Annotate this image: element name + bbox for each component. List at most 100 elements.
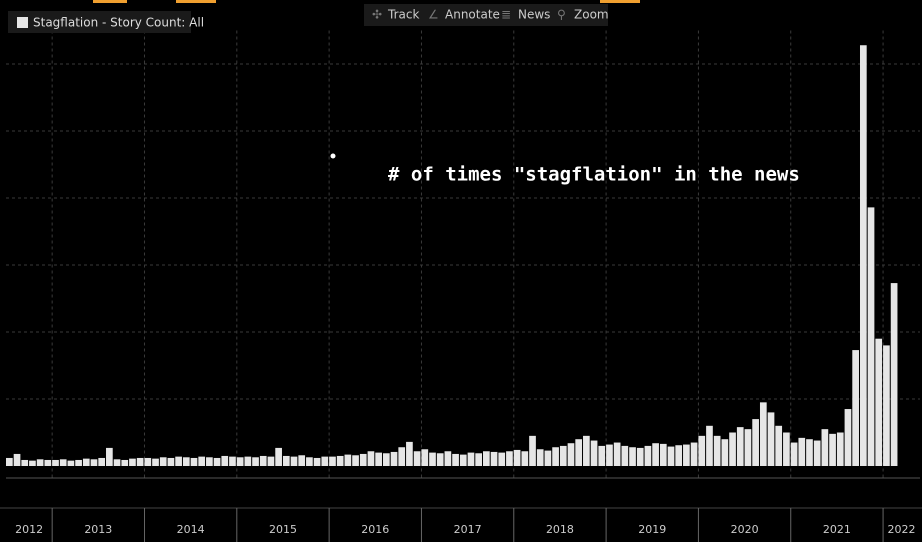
bar	[567, 443, 575, 466]
bar	[306, 457, 313, 466]
accent	[600, 0, 640, 3]
bar	[544, 450, 552, 466]
bar	[713, 435, 721, 466]
bar	[783, 432, 790, 466]
x-tick-label: 2014	[177, 523, 205, 536]
bar	[575, 439, 583, 466]
bar	[6, 457, 13, 466]
bar	[483, 451, 490, 466]
bar	[736, 427, 744, 466]
bar	[382, 453, 390, 466]
marker-dot	[330, 153, 336, 159]
bar	[275, 447, 282, 466]
bar	[352, 455, 359, 466]
accent	[176, 0, 216, 3]
bar	[890, 283, 898, 466]
bar	[159, 457, 167, 466]
bar	[690, 442, 698, 466]
bar	[429, 452, 436, 466]
bar	[767, 412, 775, 466]
bar	[82, 458, 90, 466]
bar	[829, 433, 836, 466]
bar	[475, 453, 483, 466]
bar	[467, 452, 475, 466]
bar	[52, 459, 59, 466]
bar	[629, 447, 636, 466]
bar	[129, 458, 136, 466]
toolbar-button[interactable]: News	[518, 8, 550, 22]
toolbar-button[interactable]: Track	[387, 8, 419, 22]
toolbar-button[interactable]: Zoom	[574, 8, 609, 22]
bar	[421, 449, 429, 466]
toolbar	[364, 4, 608, 26]
bar	[290, 456, 298, 466]
icon: ✣	[372, 8, 382, 22]
bar	[790, 442, 798, 466]
bar	[321, 456, 329, 466]
bar	[559, 445, 567, 466]
x-tick-label: 2017	[454, 523, 482, 536]
bar	[236, 457, 244, 466]
bar	[529, 435, 536, 466]
x-tick-label: 2016	[361, 523, 389, 536]
bar	[867, 207, 875, 466]
bar	[13, 453, 21, 466]
bar	[182, 457, 190, 466]
bar	[675, 445, 683, 466]
bar	[221, 455, 229, 466]
x-tick-label: 2021	[823, 523, 851, 536]
bar	[98, 457, 106, 466]
bar	[252, 457, 259, 466]
bar	[798, 437, 806, 466]
legend-swatch	[17, 17, 28, 28]
bar	[644, 445, 652, 466]
bar	[313, 457, 321, 466]
bar	[29, 460, 36, 466]
bar	[152, 458, 159, 466]
bar	[729, 432, 736, 466]
x-tick-label: 2015	[269, 523, 297, 536]
bar	[598, 445, 606, 466]
bar	[229, 456, 236, 466]
bar	[198, 456, 206, 466]
bar	[883, 345, 890, 466]
bar	[167, 457, 175, 466]
bar	[21, 459, 29, 466]
bar	[744, 429, 752, 466]
bar	[659, 443, 667, 466]
icon: ⚲	[557, 8, 566, 22]
bar	[552, 447, 559, 466]
x-tick-label: 2018	[546, 523, 574, 536]
bar	[213, 457, 221, 466]
bar	[621, 445, 629, 466]
icon: ∠	[428, 8, 439, 22]
bar	[298, 455, 306, 466]
bar	[452, 453, 459, 466]
toolbar-button[interactable]: Annotate	[445, 8, 500, 22]
bar	[444, 451, 452, 466]
bar	[521, 451, 529, 466]
bar	[536, 449, 544, 466]
bar	[775, 425, 783, 466]
bar	[752, 419, 759, 466]
bar	[413, 451, 421, 466]
bar	[583, 435, 590, 466]
bar	[344, 454, 352, 466]
bar	[259, 455, 267, 466]
bar	[859, 45, 867, 467]
accent	[93, 0, 127, 3]
bar	[406, 441, 413, 466]
bar	[813, 440, 821, 466]
bar	[459, 454, 467, 466]
bar	[390, 451, 398, 466]
annotation: # of times "stagflation" in the news	[388, 164, 800, 186]
bar	[506, 451, 513, 466]
bar	[836, 432, 844, 466]
bar	[498, 452, 506, 466]
bar	[136, 457, 144, 466]
bar	[667, 446, 675, 466]
legend-label: Stagflation - Story Count: All	[33, 16, 204, 30]
bar	[806, 439, 813, 466]
bar	[113, 459, 121, 466]
x-tick-label: 2022	[888, 523, 916, 536]
